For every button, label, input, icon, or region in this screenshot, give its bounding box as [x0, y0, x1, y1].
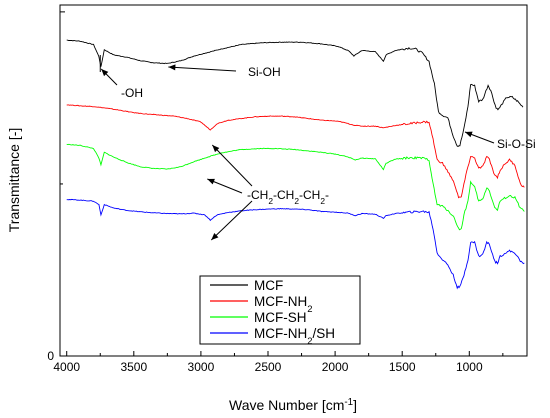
siosi-arrow-head: [465, 131, 473, 138]
x-tick-label: 1500: [389, 360, 416, 374]
oh-label: -OH: [121, 86, 143, 100]
y-axis-ticks: 0: [47, 11, 65, 363]
series-line-mcf: [66, 39, 524, 147]
ch-arrow-blue-head: [211, 232, 219, 240]
oh-arrow-head: [101, 69, 109, 77]
ch-arrow-blue: [210, 200, 253, 241]
x-tick-label: 1000: [456, 360, 483, 374]
series-line-mcf-nh2: [66, 104, 525, 199]
ch-arrow-green-head: [207, 178, 215, 185]
series-line-mcf-sh: [66, 143, 525, 231]
annotation-layer: -OH Si-OH Si-O-Si -CH2-CH2-CH2-: [99, 55, 536, 241]
x-tick-label: 3000: [188, 360, 215, 374]
sioh-arrow-head: [168, 64, 176, 71]
legend-label: MCF: [254, 278, 283, 293]
sioh-arrow: [168, 66, 237, 72]
siosi-label: Si-O-Si: [497, 137, 536, 151]
legend-label: MCF-NH2/SH: [254, 326, 335, 347]
legend-label: MCF-SH: [254, 310, 307, 325]
y-tick-label: 0: [47, 349, 54, 363]
x-tick-label: 2500: [255, 360, 282, 374]
x-axis-title: Wave Number [cm-1]: [229, 397, 357, 414]
ch-arrow-red: [211, 144, 253, 187]
sioh-label: Si-OH: [248, 65, 281, 79]
x-axis-ticks: 4000 3500 3000 2500 2000 1500 1000: [53, 351, 504, 374]
x-tick-label: 2000: [322, 360, 349, 374]
ch-chain-label: -CH2-CH2-CH2-: [247, 188, 329, 206]
legend-label: MCF-NH2: [254, 294, 313, 315]
x-tick-label: 4000: [53, 360, 80, 374]
series-layer: [66, 39, 525, 290]
ch-arrow-red-head: [212, 145, 220, 153]
series-line-mcf-nh2-sh: [66, 198, 525, 290]
y-axis-title: Transmittance [-]: [6, 128, 22, 233]
x-tick-label: 3500: [120, 360, 147, 374]
plot-frame: [59, 4, 528, 357]
